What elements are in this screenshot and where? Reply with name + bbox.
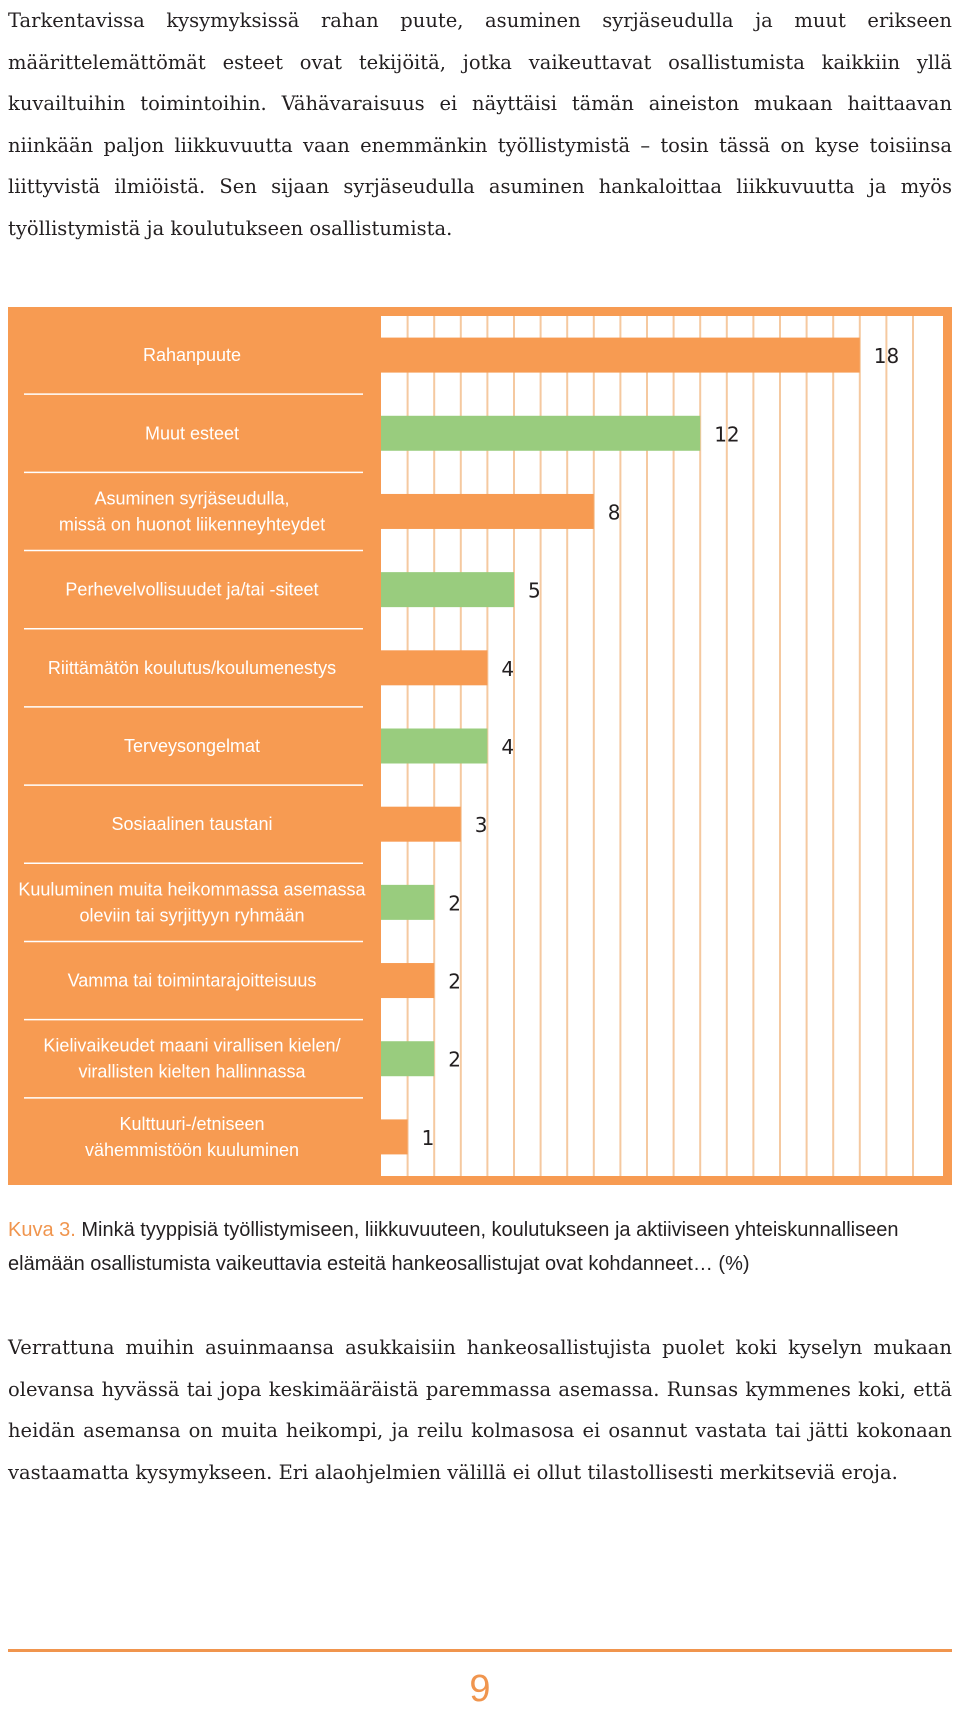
- category-label: Terveysongelmat: [124, 736, 260, 756]
- bar-chart: Rahanpuute 18 Muut esteet 12 Asuminen syrjäs…: [8, 307, 952, 1185]
- bar: [381, 963, 435, 999]
- footer-rule: [8, 1649, 952, 1652]
- category-label: Kulttuuri-/etniseen vähemmistöön kuulumin…: [85, 1114, 299, 1160]
- category-label: Muut esteet: [145, 423, 239, 443]
- data-label: 3: [475, 813, 488, 837]
- bar: [381, 493, 594, 529]
- category-label: Perhevelvollisuudet ja/tai -siteet: [65, 580, 318, 600]
- data-label: 18: [874, 344, 899, 368]
- data-label: 5: [528, 579, 541, 603]
- category-label: Riittämätön koulutus/koulumenestys: [48, 658, 336, 678]
- category-label: Rahanpuute: [143, 345, 241, 365]
- body-paragraph: Verrattuna muihin asuinmaansa asukkaisii…: [8, 1336, 952, 1484]
- bar: [381, 1119, 408, 1155]
- intro-paragraph: Tarkentavissa kysymyksissä rahan puute, …: [8, 9, 952, 240]
- bar: [381, 415, 701, 451]
- category-label: Vamma tai toimintarajoitteisuus: [68, 971, 317, 991]
- category-label: Kuuluminen muita heikommassa asemassa ole…: [18, 879, 366, 925]
- label-panel: [8, 307, 378, 1185]
- data-label: 4: [501, 735, 514, 759]
- bar: [381, 728, 488, 764]
- bar: [381, 884, 435, 920]
- data-label: 1: [422, 1126, 435, 1150]
- category-label: Asuminen syrjäseudulla, missä on huonot l…: [59, 488, 325, 534]
- page-number: 9: [469, 1668, 491, 1710]
- figure-caption: Kuva 3. Minkä tyyppisiä työllistymiseen,…: [8, 1213, 952, 1281]
- data-label: 2: [448, 1048, 461, 1072]
- data-label: 2: [448, 891, 461, 915]
- bar: [381, 806, 461, 842]
- bar: [381, 572, 514, 608]
- data-label: 2: [448, 970, 461, 994]
- data-label: 8: [608, 500, 621, 524]
- data-label: 12: [714, 422, 739, 446]
- category-label: Sosiaalinen taustani: [111, 814, 272, 834]
- category-label: Kielivaikeudet maani virallisen kielen/v…: [43, 1036, 340, 1082]
- bar: [381, 337, 860, 373]
- figure-caption-text: Minkä tyyppisiä työllistymiseen, liikkuv…: [8, 1219, 899, 1275]
- bar: [381, 1041, 435, 1077]
- figure-label: Kuva 3.: [8, 1219, 76, 1241]
- data-label: 4: [501, 657, 514, 681]
- bar: [381, 650, 488, 686]
